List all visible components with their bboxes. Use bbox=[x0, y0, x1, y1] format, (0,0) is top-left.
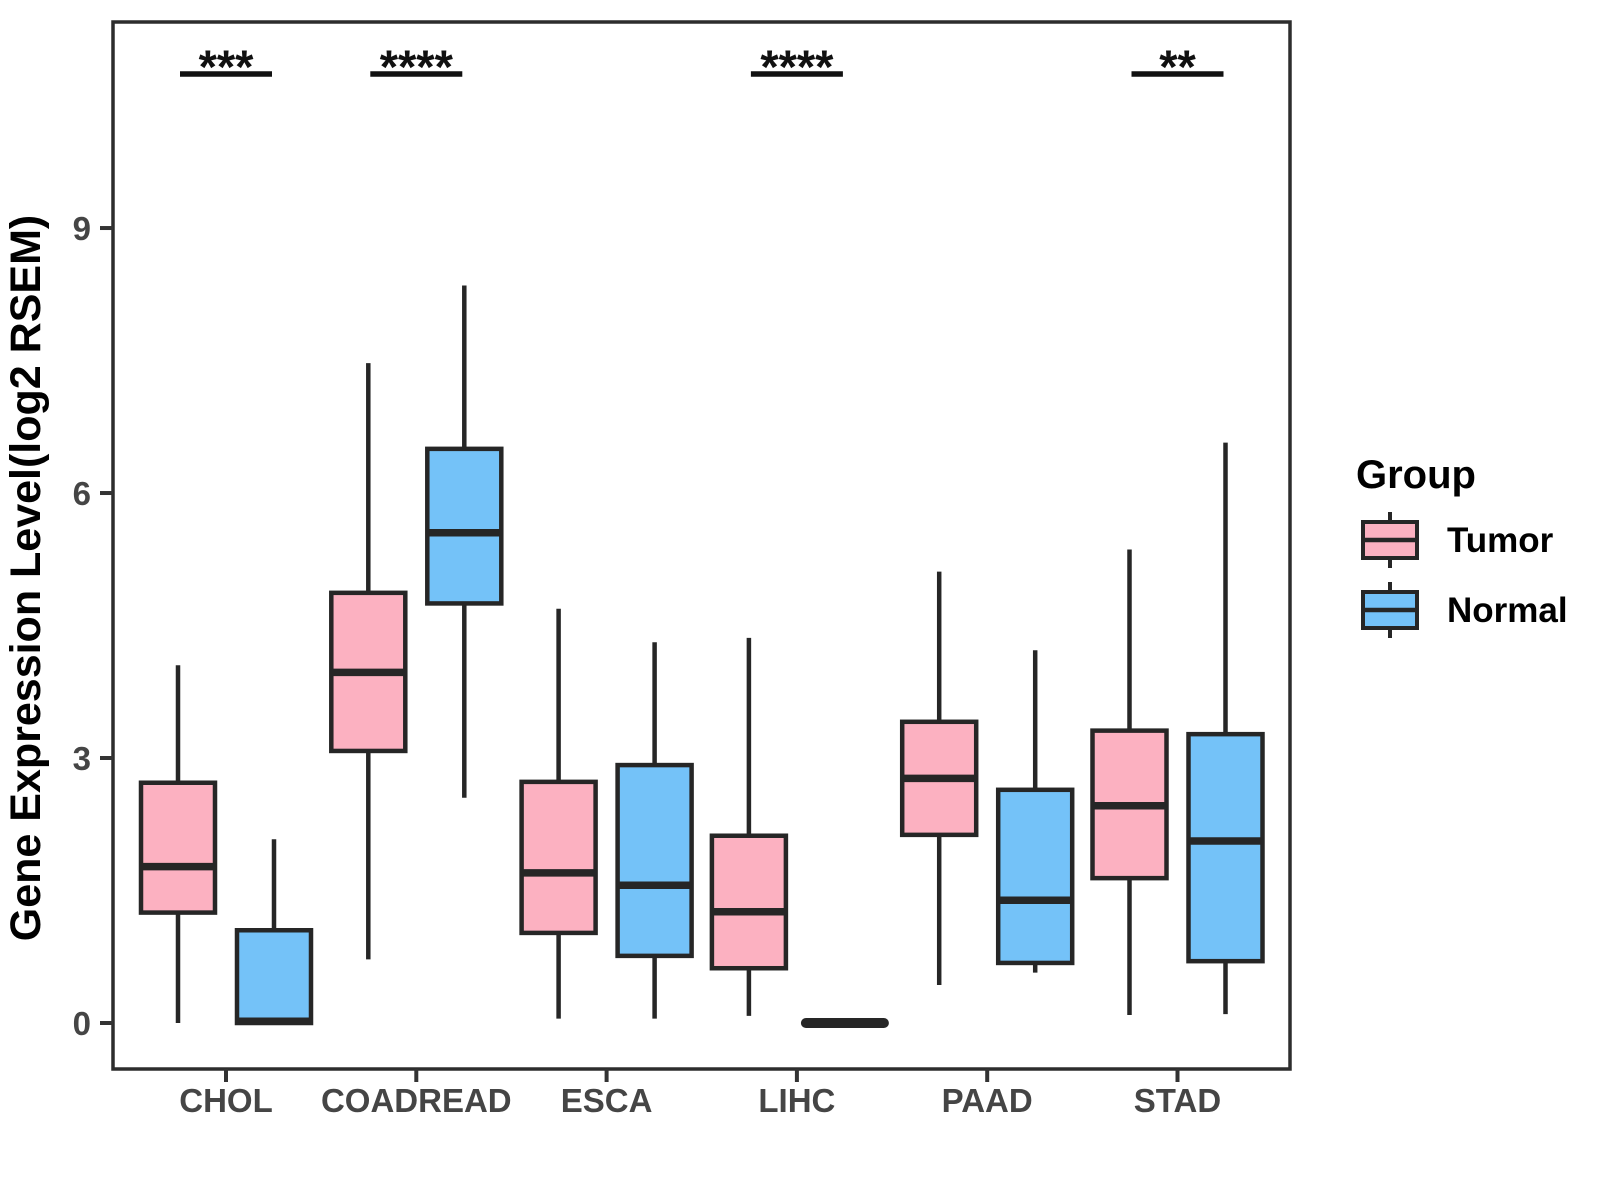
significance-stars: *** bbox=[199, 40, 255, 93]
box-tumor bbox=[519, 779, 598, 936]
significance-stars: ** bbox=[1159, 40, 1196, 93]
panel-border bbox=[111, 20, 1292, 1071]
x-tick-label: ESCA bbox=[561, 1082, 653, 1119]
box-tumor bbox=[709, 833, 789, 971]
box-normal bbox=[615, 762, 694, 959]
box-normal bbox=[995, 787, 1075, 966]
legend-title: Group bbox=[1356, 453, 1476, 497]
box-normal bbox=[1186, 731, 1265, 964]
x-tick-label: PAAD bbox=[942, 1082, 1033, 1119]
significance-stars: **** bbox=[380, 40, 454, 93]
x-tick-label: LIHC bbox=[758, 1082, 835, 1119]
legend-label: Tumor bbox=[1447, 521, 1554, 560]
y-tick-label: 3 bbox=[73, 740, 91, 777]
x-tick-label: CHOL bbox=[179, 1082, 273, 1119]
y-tick-label: 9 bbox=[73, 210, 91, 247]
y-tick-label: 0 bbox=[73, 1005, 91, 1042]
legend-label: Normal bbox=[1447, 591, 1568, 630]
box-tumor bbox=[138, 780, 218, 915]
y-axis-title: Gene Expression Level(log2 RSEM) bbox=[2, 215, 50, 941]
y-tick-label: 6 bbox=[73, 475, 91, 512]
box-normal bbox=[425, 446, 504, 606]
significance-stars: **** bbox=[760, 40, 834, 93]
x-tick-label: STAD bbox=[1134, 1082, 1221, 1119]
x-tick-label: COADREAD bbox=[321, 1082, 512, 1119]
box-normal bbox=[234, 928, 314, 1026]
